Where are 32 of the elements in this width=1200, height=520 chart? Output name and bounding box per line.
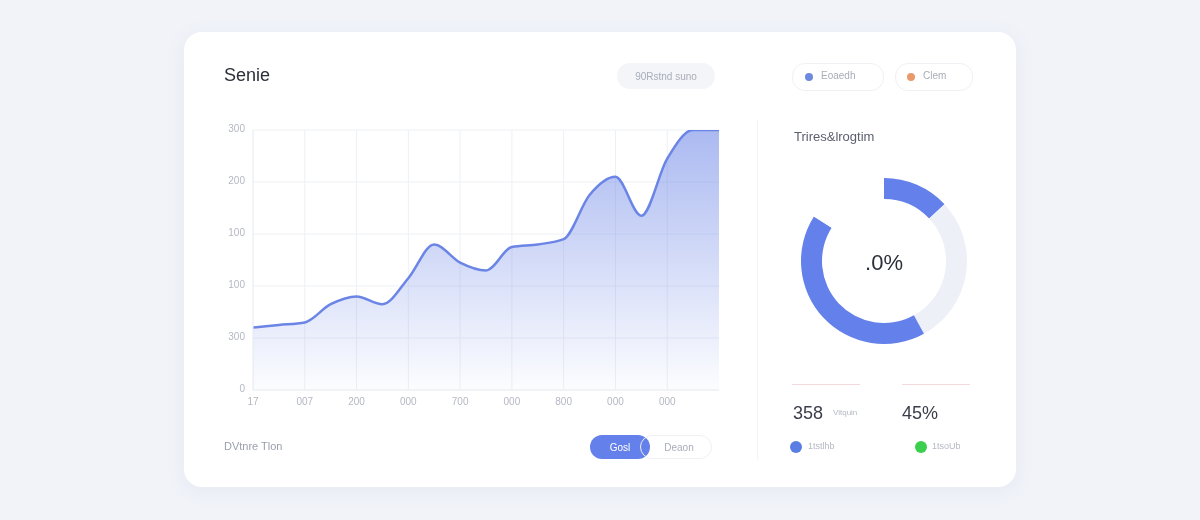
text: 300 [227, 123, 245, 134]
x-tick-label: 000 [607, 396, 625, 408]
chart-title: Senie [224, 65, 271, 86]
x-tick-label: 000 [399, 396, 418, 408]
text: Clem [923, 70, 947, 81]
text: 1tstlhb [808, 441, 835, 451]
text: 100 [227, 279, 245, 290]
donut-slice [801, 216, 924, 344]
text: 100 [227, 227, 245, 238]
text: 200 [227, 175, 245, 186]
donut-slice [884, 178, 945, 219]
x-tick-label: 17 [247, 396, 259, 408]
text: 300 [227, 331, 245, 342]
text: DVtnre Tlon [224, 440, 283, 452]
donut-slice [913, 204, 967, 334]
text: 358 [793, 403, 824, 424]
x-tick-label: 200 [348, 396, 366, 408]
text: 45% [902, 403, 939, 424]
text: Eoaedh [821, 70, 856, 81]
x-tick-label: 007 [296, 396, 314, 408]
text: 0 [238, 383, 245, 394]
chart-title: Trires&lrogtim [794, 129, 875, 144]
text: 90Rstnd suno [635, 70, 697, 82]
text: 1tsoUb [932, 441, 961, 451]
x-tick-label: 800 [555, 396, 573, 408]
x-tick-label: 700 [451, 396, 469, 408]
text: Deaon [664, 441, 694, 453]
text: Gosl [609, 441, 631, 453]
text: .0% [865, 250, 903, 276]
x-tick-label: 000 [503, 396, 521, 408]
x-tick-label: 000 [658, 396, 676, 408]
text: Vitquin [833, 408, 858, 417]
